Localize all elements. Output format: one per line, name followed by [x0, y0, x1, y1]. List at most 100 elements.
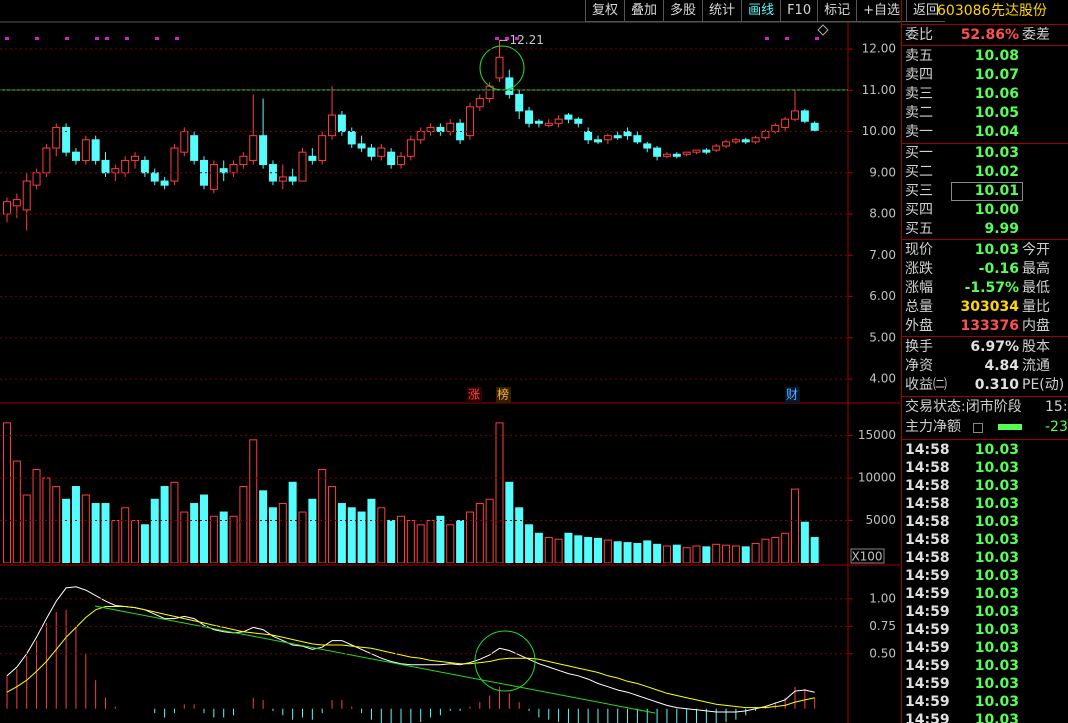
y-tick-label: 0.50 [869, 646, 896, 660]
stat-label2: 最高 [1022, 261, 1050, 277]
candle-body [387, 151, 396, 166]
candle-body [32, 172, 41, 186]
volume-bar [337, 503, 346, 563]
volume-bar [180, 511, 189, 563]
stat-row: 收益㈡ 0.310 PE(动) [905, 376, 1068, 395]
trade-row: 14:59 10.03 [905, 621, 1068, 640]
trade-time: 14:59 [905, 586, 950, 602]
y-tick-label: 1.00 [869, 591, 896, 605]
diamond-icon[interactable] [817, 24, 829, 36]
trade-price: 10.03 [974, 622, 1019, 638]
volume-bar [81, 494, 90, 563]
volume-bar [397, 515, 405, 563]
flow-bar [998, 424, 1022, 430]
trade-price: 10.03 [974, 460, 1019, 476]
ask-row: 卖五 10.08 [905, 47, 1068, 66]
candle-body [259, 135, 268, 166]
toolbar-button[interactable]: 返回 [906, 0, 945, 21]
stat-label: 换手 [905, 339, 933, 355]
stat-label: 收益㈡ [905, 377, 947, 393]
candle-body [22, 180, 31, 211]
volume-bar [387, 520, 396, 563]
y-tick-label: 10000 [858, 471, 896, 485]
volume-bar [574, 535, 583, 563]
candle-body [367, 147, 376, 157]
stat-value: -0.16 [978, 261, 1019, 277]
flow-row: 主力净额 -236 [905, 418, 1068, 437]
candle-body [731, 139, 740, 143]
ask-label: 卖四 [905, 67, 933, 83]
bid-label: 买三 [905, 183, 933, 199]
volume-bar [515, 507, 524, 563]
candle-body [406, 139, 415, 157]
trade-price: 10.03 [974, 658, 1019, 674]
stat-value: 6.97% [970, 339, 1019, 355]
flow-icon [973, 423, 983, 433]
stat-row: 净资 4.84 流通 [905, 357, 1068, 376]
bid-row: 买四 10.00 [905, 201, 1068, 220]
candle-body [12, 199, 21, 207]
candle-body [672, 153, 681, 157]
status: 交易状态:闭市阶段 [905, 399, 1022, 415]
event-label: 财 [786, 388, 798, 402]
candle-body [219, 168, 228, 174]
trade-row: 14:59 10.03 [905, 585, 1068, 604]
ask-label: 卖三 [905, 86, 933, 102]
candle-body [170, 147, 179, 182]
volume-bar [239, 486, 248, 563]
ask-label: 卖五 [905, 48, 933, 64]
bid-row: 买三 10.01 [905, 182, 1068, 201]
ratio-label2: 委差 [1022, 27, 1050, 43]
candle-body [377, 147, 386, 157]
candle-body [91, 139, 100, 161]
candle-body [436, 126, 445, 133]
candle-body [564, 114, 573, 120]
volume-bar [672, 544, 681, 563]
trade-time: 14:58 [905, 460, 950, 476]
candle-body [791, 110, 799, 120]
toolbar-button[interactable]: 标记 [817, 0, 856, 21]
separator [902, 396, 1068, 397]
trade-price: 10.03 [974, 478, 1019, 494]
price-panel [3, 40, 819, 231]
ratio-value: 52.86% [960, 27, 1019, 43]
volume-bar [741, 546, 750, 563]
toolbar-button[interactable]: 叠加 [624, 0, 663, 21]
toolbar-button[interactable]: 多股 [663, 0, 702, 21]
trade-price: 10.03 [974, 586, 1019, 602]
volume-bar [584, 537, 593, 563]
trade-price: 10.03 [974, 532, 1019, 548]
y-tick-label: 6.00 [869, 289, 896, 303]
bid-price: 10.02 [974, 164, 1019, 180]
candle-body [347, 131, 356, 145]
event-label: 涨 [468, 387, 480, 402]
trade-row: 14:59 10.03 [905, 675, 1068, 694]
stat-value: -1.57% [964, 280, 1019, 296]
y-tick-label: 10.00 [862, 124, 896, 138]
toolbar-button[interactable]: 统计 [702, 0, 741, 21]
candle-body [42, 147, 51, 174]
bid-price: 9.99 [984, 221, 1019, 237]
toolbar-button[interactable]: 画线 [741, 0, 780, 21]
trade-price: 10.03 [974, 712, 1019, 723]
candle-body [397, 155, 405, 166]
trade-time: 14:59 [905, 622, 950, 638]
bid-price: 10.00 [974, 202, 1019, 218]
event-box [785, 387, 800, 403]
candle-body [643, 143, 652, 149]
stat-label: 涨幅 [905, 280, 933, 296]
bid-label: 买五 [905, 221, 933, 237]
event-box [496, 387, 511, 403]
bid-price: 10.03 [974, 145, 1019, 161]
stat-value: 10.03 [974, 242, 1019, 258]
flow-value: -236 [1045, 419, 1068, 435]
toolbar-button[interactable]: +自选 [856, 0, 906, 21]
candle-body [505, 77, 514, 95]
toolbar-button[interactable]: 复权 [585, 0, 624, 21]
flow-label: 主力净额 [905, 419, 961, 435]
trade-price: 10.03 [974, 676, 1019, 692]
stat-label: 总量 [905, 299, 933, 315]
toolbar-button[interactable]: F10 [780, 0, 817, 21]
candle-body [190, 135, 199, 161]
